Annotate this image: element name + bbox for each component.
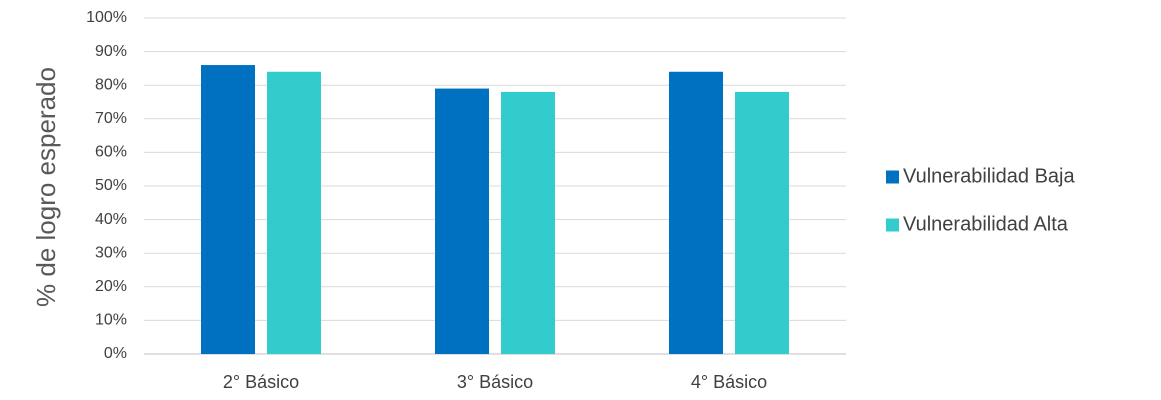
legend: Vulnerabilidad Baja Vulnerabilidad Alta bbox=[886, 165, 1075, 235]
bar-vulnerabilidad-alta bbox=[267, 71, 321, 354]
y-tick-label: 60% bbox=[95, 144, 127, 161]
bar-vulnerabilidad-baja bbox=[435, 88, 489, 354]
x-category-label: 2° Básico bbox=[223, 372, 299, 392]
x-category-label: 4° Básico bbox=[691, 372, 767, 392]
bar-vulnerabilidad-alta bbox=[735, 91, 789, 355]
x-category-label: 3° Básico bbox=[457, 372, 533, 392]
x-axis-categories: 2° Básico 3° Básico 4° Básico bbox=[223, 372, 767, 392]
y-tick-label: 30% bbox=[95, 244, 127, 261]
legend-label: Vulnerabilidad Baja bbox=[903, 165, 1075, 187]
y-tick-label: 40% bbox=[95, 211, 127, 228]
legend-swatch bbox=[886, 170, 899, 184]
bar-vulnerabilidad-baja bbox=[201, 65, 255, 354]
y-tick-label: 80% bbox=[95, 76, 127, 93]
bar-vulnerabilidad-alta bbox=[501, 91, 555, 355]
gridlines bbox=[144, 17, 846, 355]
legend-swatch bbox=[886, 218, 899, 232]
y-axis-title: % de logro esperado bbox=[31, 67, 61, 307]
y-tick-label: 10% bbox=[95, 312, 127, 329]
y-tick-label: 70% bbox=[95, 110, 127, 127]
y-tick-label: 0% bbox=[104, 345, 127, 362]
legend-label: Vulnerabilidad Alta bbox=[903, 213, 1069, 235]
y-axis-ticks: 0% 10% 20% 30% 40% 50% 60% 70% 80% 90% 100% bbox=[86, 9, 127, 362]
y-tick-label: 20% bbox=[95, 278, 127, 295]
y-tick-label: 50% bbox=[95, 177, 127, 194]
y-tick-label: 100% bbox=[86, 9, 127, 26]
y-tick-label: 90% bbox=[95, 43, 127, 60]
bar-vulnerabilidad-baja bbox=[669, 71, 723, 354]
bars bbox=[201, 65, 789, 355]
